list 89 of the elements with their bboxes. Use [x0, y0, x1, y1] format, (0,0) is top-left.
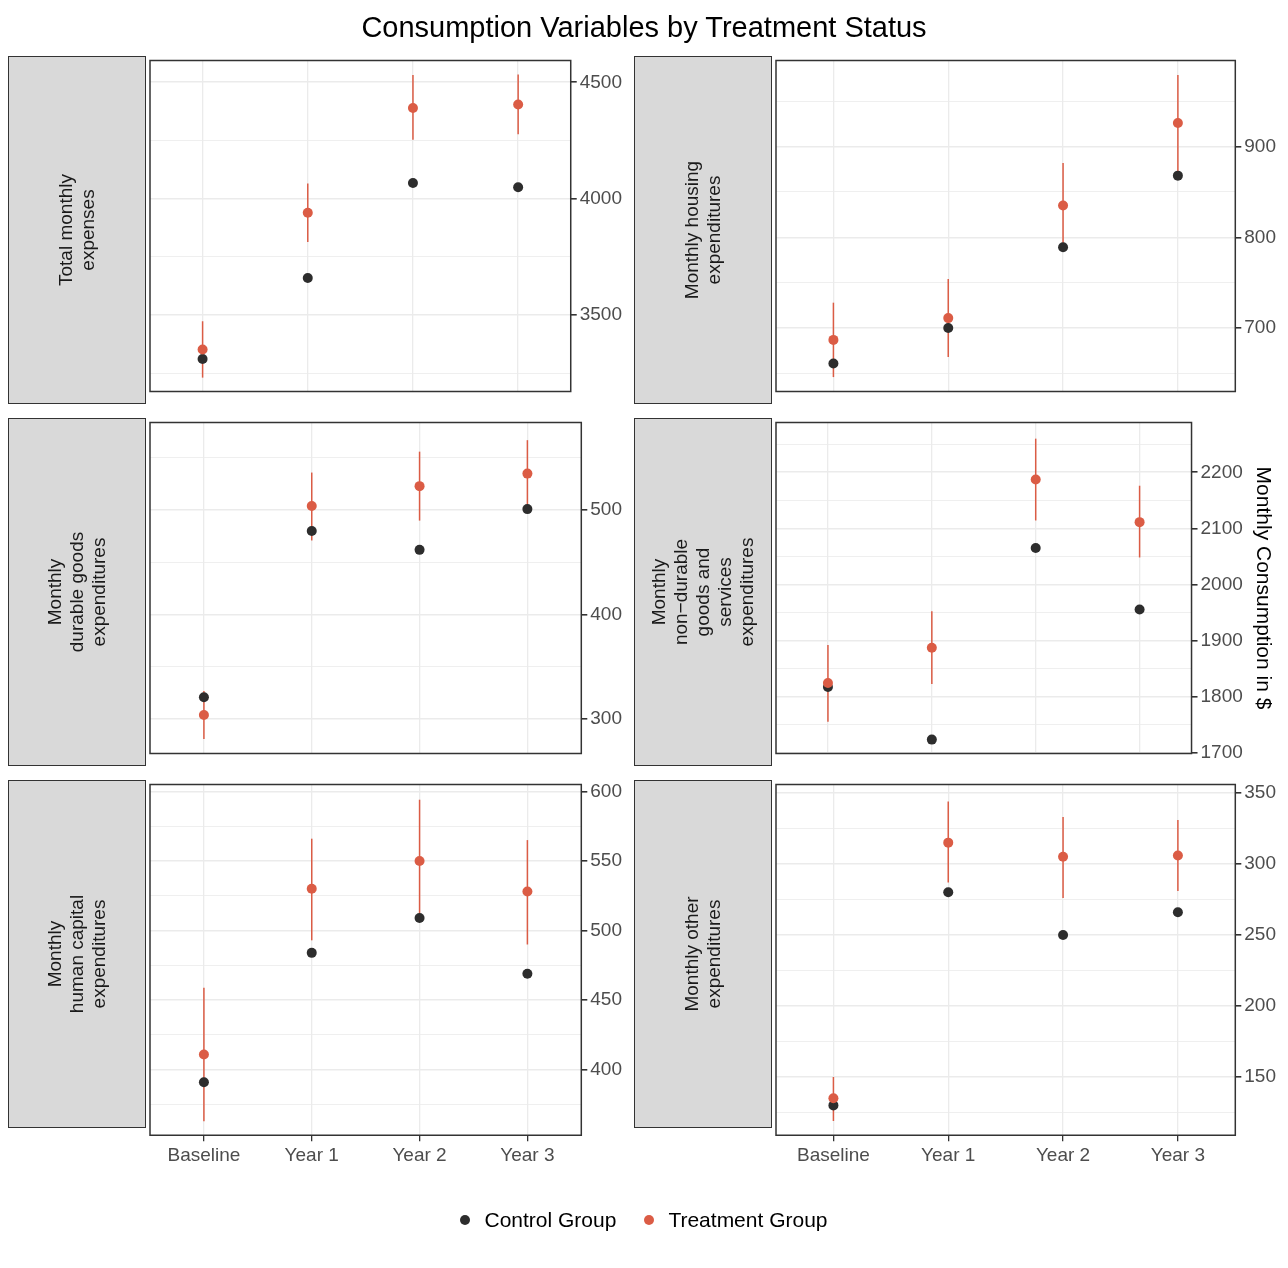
point	[926, 642, 937, 653]
point	[414, 481, 425, 492]
x-tick-label: Year 2	[1035, 1143, 1091, 1165]
y-tick-label: 400	[590, 1058, 622, 1080]
y-tick-label: 2200	[1200, 460, 1243, 482]
x-tick-label: Year 1	[284, 1143, 339, 1165]
point	[943, 837, 954, 848]
text: Consumption Variables by Treatment Status	[360, 10, 928, 45]
point	[522, 504, 533, 515]
x-tick-label: Year 3	[500, 1143, 555, 1165]
point	[1172, 118, 1183, 129]
point	[1058, 200, 1069, 211]
x-tick-label: Baseline	[796, 1143, 870, 1165]
point	[522, 968, 533, 979]
y-tick-label: 500	[590, 498, 622, 520]
point	[306, 883, 317, 894]
x-tick-label: Year 3	[1150, 1143, 1206, 1165]
y-tick-label: 200	[1244, 994, 1276, 1016]
point	[943, 887, 954, 898]
y-tick-label: 300	[1244, 852, 1276, 874]
point	[306, 947, 317, 958]
point	[198, 692, 209, 703]
y-tick-label: 1800	[1200, 684, 1243, 706]
point	[822, 677, 833, 688]
text: Monthly human capital expenditures	[44, 894, 110, 1014]
legend-label: Treatment Group	[668, 1208, 828, 1232]
point	[197, 353, 208, 364]
text: Monthly other expenditures	[681, 896, 725, 1012]
point	[1030, 542, 1041, 553]
text: Monthly housing expenditures	[681, 160, 725, 300]
point	[198, 1049, 209, 1060]
y-tick-label: 600	[590, 779, 622, 801]
y-axis-title: Monthly Consumption in $	[1252, 466, 1276, 710]
point	[828, 1093, 839, 1104]
point	[198, 709, 209, 720]
point	[513, 182, 524, 193]
y-tick-label: 250	[1244, 923, 1276, 945]
text: Total monthly expenses	[55, 174, 99, 286]
y-tick-label: 2000	[1200, 572, 1243, 594]
y-tick-label: 900	[1244, 134, 1276, 156]
point	[522, 468, 533, 479]
text: Monthly non−durable goods and services expenditures	[648, 537, 758, 647]
y-tick-label: 800	[1244, 225, 1276, 247]
point	[1172, 850, 1183, 861]
y-tick-label: 2100	[1200, 516, 1243, 538]
y-tick-label: 450	[590, 988, 622, 1010]
y-tick-label: 300	[590, 707, 622, 729]
point	[407, 102, 418, 113]
point	[513, 99, 524, 110]
point	[414, 544, 425, 555]
point	[1172, 907, 1183, 918]
point	[414, 913, 425, 924]
point	[1134, 604, 1145, 615]
x-tick-label: Year 1	[921, 1143, 976, 1165]
y-tick-label: 150	[1244, 1065, 1276, 1087]
point	[1058, 242, 1069, 253]
point	[407, 177, 418, 188]
point	[943, 323, 954, 334]
point	[1172, 170, 1183, 181]
point	[1058, 851, 1069, 862]
point	[943, 313, 954, 324]
x-tick-label: Year 2	[392, 1143, 447, 1165]
y-tick-label: 500	[590, 918, 622, 940]
point	[198, 1077, 209, 1088]
y-tick-label: 1700	[1200, 740, 1243, 762]
point	[306, 500, 317, 511]
legend-label: Control Group	[484, 1208, 617, 1232]
y-tick-label: 550	[590, 849, 622, 871]
y-tick-label: 4500	[579, 70, 623, 92]
point	[306, 526, 317, 537]
y-tick-label: 1900	[1200, 628, 1243, 650]
y-tick-label: 400	[590, 602, 622, 624]
point	[1058, 929, 1069, 940]
point	[197, 344, 208, 355]
point	[926, 734, 937, 745]
point	[828, 358, 839, 369]
point	[302, 272, 313, 283]
point	[302, 207, 313, 218]
point	[1030, 474, 1041, 485]
point	[1134, 517, 1145, 528]
point	[828, 334, 839, 345]
y-tick-label: 700	[1244, 316, 1276, 338]
point	[414, 855, 425, 866]
y-tick-label: 3500	[579, 303, 623, 325]
x-tick-label: Baseline	[167, 1143, 241, 1165]
y-tick-label: 4000	[579, 186, 623, 208]
point	[522, 886, 533, 897]
text: Monthly durable goods expenditures	[44, 531, 110, 653]
y-tick-label: 350	[1244, 781, 1276, 803]
